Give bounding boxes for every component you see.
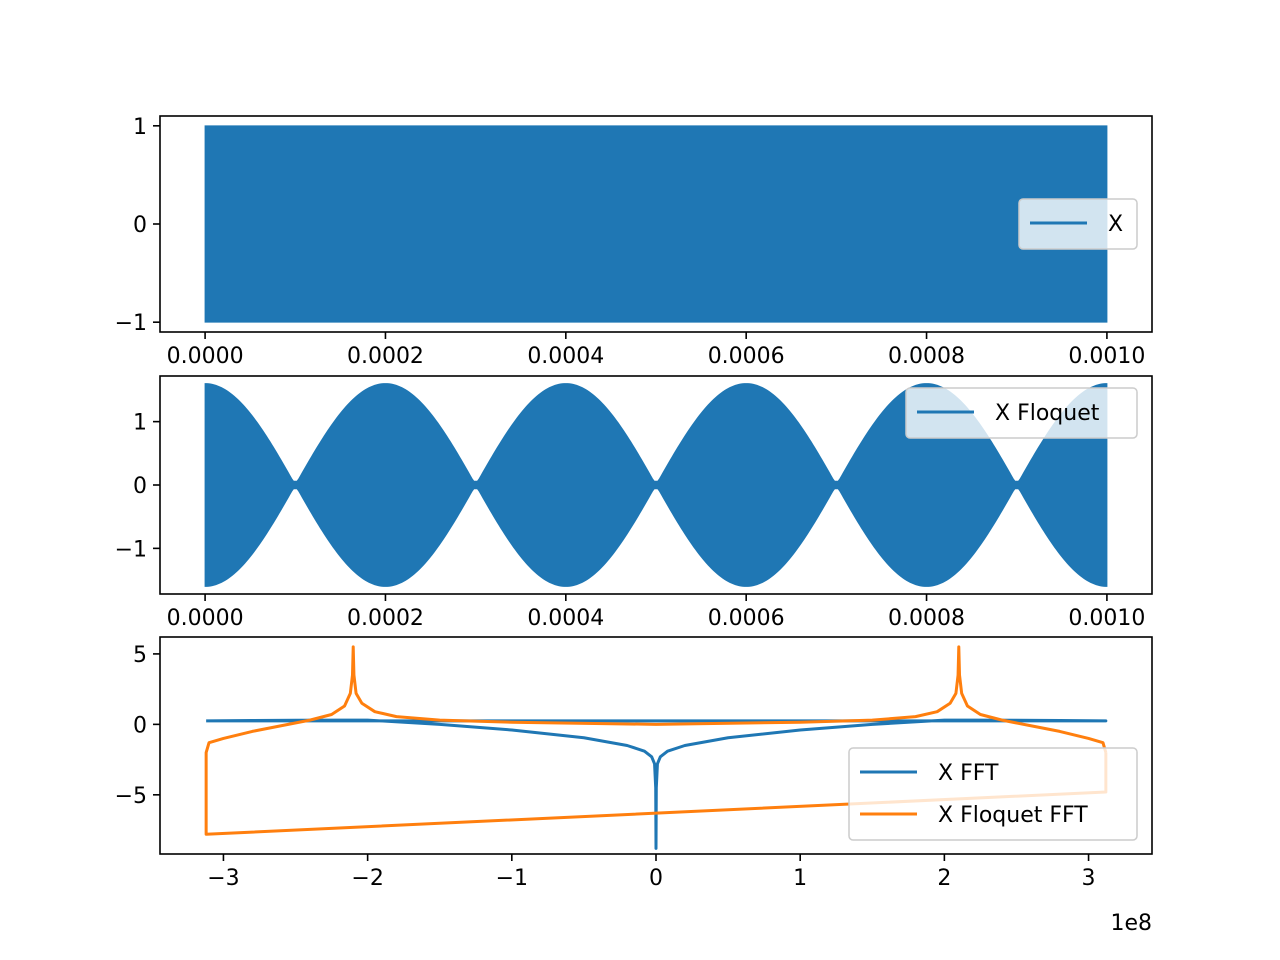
legend: X FFT X Floquet FFT (848, 747, 1138, 841)
x-tick-label: −3 (207, 866, 239, 891)
legend: X Floquet (905, 387, 1138, 439)
y-tick-label: −5 (115, 784, 147, 809)
x-tick-label: 0.0006 (708, 606, 785, 631)
series-0-line (206, 718, 1108, 850)
y-tick-label: −1 (115, 311, 147, 336)
legend-label: X Floquet (995, 401, 1100, 426)
series-0-band (204, 125, 1108, 323)
legend-box (848, 747, 1138, 841)
x-tick-label: 2 (937, 866, 951, 891)
axes-x-signal: 0.0000 0.0002 0.0004 0.0006 0.0008 0.0010 −1 0 1… (115, 115, 1153, 369)
legend-label: X Floquet FFT (938, 803, 1088, 828)
x-tick-label: 0.0008 (888, 344, 965, 369)
axes-fft-spectrum: −3 −2 −1 0 1 2 3 −5 0 5 1e8 X FFT X Floquet FFT (115, 636, 1153, 936)
plot-area (204, 383, 1108, 587)
y-tick-label: 5 (133, 643, 147, 668)
x-tick-label: 0.0000 (167, 344, 244, 369)
legend: X (1018, 198, 1138, 250)
legend-label: X FFT (938, 761, 999, 786)
plot-area (204, 645, 1108, 850)
y-tick-label: −1 (115, 537, 147, 562)
x-tick-label: 0.0000 (167, 606, 244, 631)
legend-label: X (1108, 212, 1123, 237)
x-tick-label: 0.0010 (1068, 606, 1145, 631)
x-tick-label: 1 (793, 866, 807, 891)
x-tick-label: 0.0004 (527, 606, 604, 631)
y-tick-label: 0 (133, 213, 147, 238)
y-tick-label: 0 (133, 474, 147, 499)
x-tick-label: 0.0004 (527, 344, 604, 369)
plot-area (204, 125, 1108, 323)
series-0-band (204, 383, 1108, 587)
series-1-line (204, 645, 1108, 836)
legend-box (905, 387, 1138, 439)
x-tick-label: −2 (351, 866, 383, 891)
y-tick-label: 1 (133, 115, 147, 140)
axes-x-floquet-signal: 0.0000 0.0002 0.0004 0.0006 0.0008 0.0010 −1 0 1… (115, 375, 1153, 631)
x-tick-label: 0 (649, 866, 663, 891)
y-tick-label: 1 (133, 411, 147, 436)
x-tick-label: −1 (496, 866, 528, 891)
x-tick-label: 0.0010 (1068, 344, 1145, 369)
x-tick-label: 0.0002 (347, 344, 424, 369)
x-tick-label: 0.0006 (708, 344, 785, 369)
y-tick-label: 0 (133, 713, 147, 738)
x-tick-label: 0.0002 (347, 606, 424, 631)
x-offset-text: 1e8 (1110, 911, 1152, 936)
x-tick-label: 3 (1082, 866, 1096, 891)
x-tick-label: 0.0008 (888, 606, 965, 631)
